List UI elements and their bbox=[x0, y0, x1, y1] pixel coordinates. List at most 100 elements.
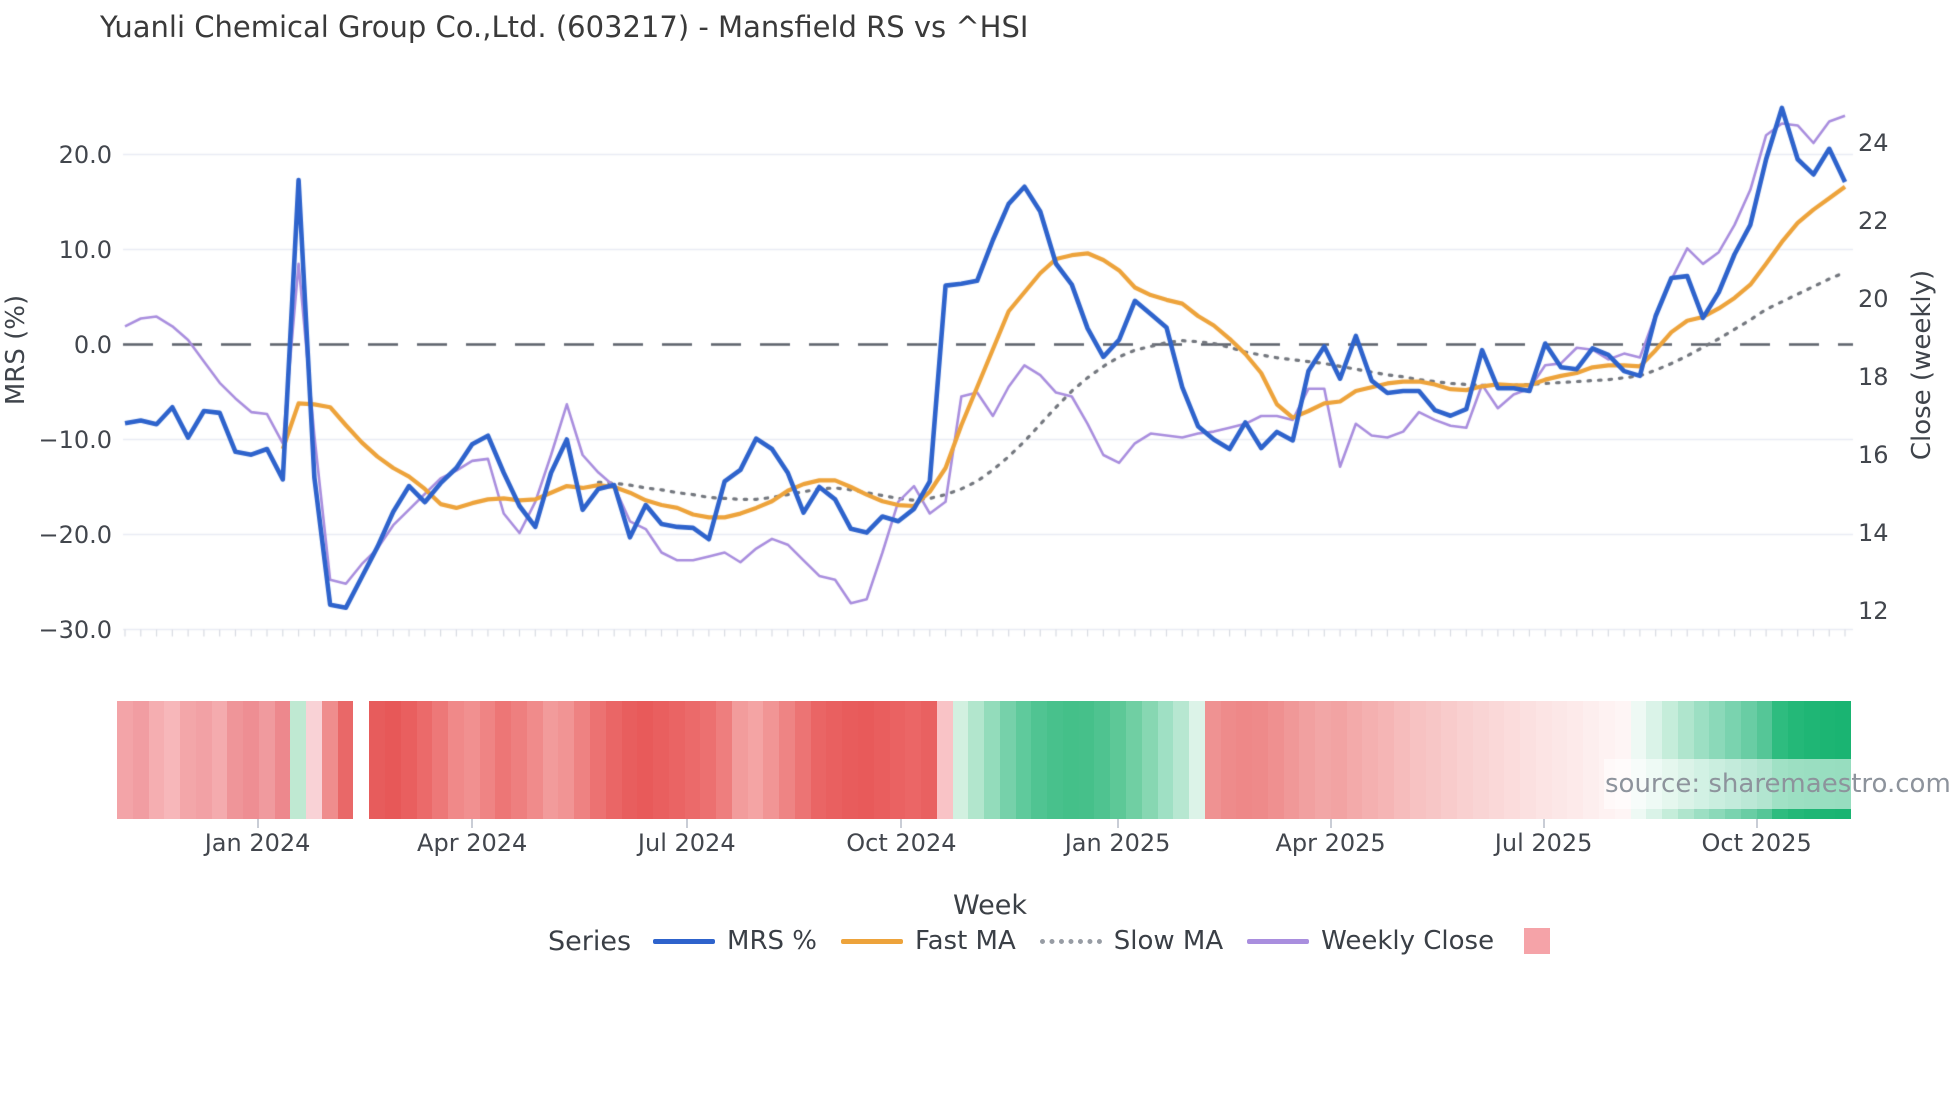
heatmap-cell bbox=[716, 701, 732, 819]
heatmap-cell bbox=[1236, 701, 1253, 819]
heatmap-cell bbox=[747, 701, 764, 819]
x-tick-label: Jan 2025 bbox=[1064, 829, 1171, 857]
legend-item-fast-ma: Fast MA bbox=[841, 926, 1016, 956]
heatmap-cell bbox=[1062, 701, 1079, 819]
x-tick-label: Apr 2025 bbox=[1275, 829, 1386, 857]
left-tick-label: −20.0 bbox=[38, 520, 112, 549]
x-tick-mark bbox=[1329, 819, 1332, 828]
heatmap-cell bbox=[448, 701, 464, 819]
left-axis-ticks: 20.0 10.0 0.0 −10.0 −20.0 −30.0 bbox=[0, 0, 112, 700]
x-tick-mark bbox=[1755, 819, 1758, 828]
heatmap-cell bbox=[794, 701, 811, 819]
legend-item-slow-ma: Slow MA bbox=[1039, 926, 1223, 956]
heatmap-cell bbox=[574, 701, 590, 819]
x-axis-ticks: Jan 2024 Apr 2024 Jul 2024 Oct 2024 Jan 2025… bbox=[0, 829, 1960, 863]
heatmap-cell bbox=[1094, 701, 1111, 819]
heatmap-cell bbox=[684, 701, 701, 819]
heatmap-legend-swatch-icon bbox=[1524, 928, 1551, 954]
x-tick-label: Apr 2024 bbox=[417, 829, 528, 857]
heatmap-cell bbox=[227, 701, 244, 819]
heatmap-cell bbox=[432, 701, 449, 819]
x-tick-label: Oct 2025 bbox=[1701, 829, 1812, 857]
heatmap-cell bbox=[164, 701, 181, 819]
x-axis-title: Week bbox=[953, 890, 1027, 921]
heatmap-cell bbox=[668, 701, 685, 819]
legend-item-weekly-close: Weekly Close bbox=[1247, 926, 1494, 956]
heatmap-cell bbox=[731, 701, 748, 819]
heatmap-cell bbox=[1520, 701, 1536, 819]
x-tick-label: Oct 2024 bbox=[846, 829, 957, 857]
heatmap-cell bbox=[400, 701, 417, 819]
heatmap-cell bbox=[117, 701, 133, 819]
heatmap-cell bbox=[1378, 701, 1395, 819]
heatmap-cell bbox=[952, 701, 969, 819]
left-tick-label: 0.0 bbox=[73, 330, 112, 359]
heatmap-cell bbox=[479, 701, 496, 819]
heatmap-cell bbox=[180, 701, 196, 819]
heatmap-cell bbox=[1204, 701, 1221, 819]
heatmap-cell bbox=[905, 701, 922, 819]
left-tick-label: 10.0 bbox=[58, 235, 112, 264]
heatmap-cell bbox=[416, 701, 433, 819]
left-tick-label: −10.0 bbox=[38, 425, 112, 454]
fast-ma-line-swatch-icon bbox=[841, 938, 904, 944]
heatmap-cell bbox=[1315, 701, 1331, 819]
right-axis-ticks: 24 22 20 18 16 14 12 bbox=[1858, 0, 1958, 700]
heatmap-cell bbox=[353, 701, 370, 819]
heatmap-cell bbox=[921, 701, 937, 819]
chart-title: Yuanli Chemical Group Co.,Ltd. (603217) … bbox=[100, 10, 1029, 44]
heatmap-cell bbox=[653, 701, 669, 819]
heatmap-cell bbox=[1126, 701, 1142, 819]
heatmap-cell bbox=[605, 701, 622, 819]
heatmap-cell bbox=[463, 701, 480, 819]
heatmap-cell bbox=[321, 701, 338, 819]
heatmap-cell bbox=[132, 701, 149, 819]
heatmap-cell bbox=[337, 701, 354, 819]
heatmap-cell bbox=[148, 701, 165, 819]
legend-item-label: Weekly Close bbox=[1321, 926, 1495, 956]
legend-item-label: MRS % bbox=[727, 926, 818, 956]
heatmap-cell bbox=[1583, 701, 1599, 819]
heatmap-cell bbox=[1457, 701, 1473, 819]
heatmap-cell bbox=[826, 701, 843, 819]
heatmap-cell bbox=[385, 701, 401, 819]
heatmap-cell bbox=[763, 701, 780, 819]
heatmap-cell bbox=[1078, 701, 1095, 819]
heatmap-cell bbox=[779, 701, 795, 819]
heatmap-cell bbox=[1267, 701, 1284, 819]
heatmap-cell bbox=[195, 701, 212, 819]
weekly-close-line-swatch-icon bbox=[1247, 938, 1310, 944]
heatmap-cell bbox=[1299, 701, 1316, 819]
heatmap-cell bbox=[984, 701, 1000, 819]
heatmap-cell bbox=[637, 701, 654, 819]
heatmap-cell bbox=[810, 701, 827, 819]
x-tick-mark bbox=[471, 819, 474, 828]
heatmap-cell bbox=[290, 701, 307, 819]
heatmap-cell bbox=[1330, 701, 1347, 819]
heatmap-cell bbox=[511, 701, 527, 819]
heatmap-cell bbox=[1394, 701, 1410, 819]
heatmap-cell bbox=[1173, 701, 1190, 819]
heatmap-cell bbox=[274, 701, 291, 819]
heatmap-cell bbox=[936, 701, 953, 819]
heatmap-cell bbox=[1252, 701, 1268, 819]
heatmap-cell bbox=[968, 701, 985, 819]
slow-ma-dotted-swatch-icon bbox=[1039, 938, 1102, 944]
heatmap-cell bbox=[1220, 701, 1237, 819]
mrs-line-swatch-icon bbox=[653, 938, 716, 944]
heatmap-cell bbox=[1015, 701, 1032, 819]
heatmap-cell bbox=[842, 701, 858, 819]
left-tick-label: −30.0 bbox=[38, 615, 112, 644]
heatmap-cell bbox=[1488, 701, 1505, 819]
x-tick-label: Jul 2024 bbox=[637, 829, 736, 857]
right-tick-label: 14 bbox=[1858, 519, 1889, 547]
heatmap-cell bbox=[1551, 701, 1568, 819]
heatmap-cell bbox=[873, 701, 890, 819]
heatmap-strip bbox=[117, 701, 1852, 819]
heatmap-cell bbox=[1535, 701, 1552, 819]
heatmap-cell bbox=[889, 701, 906, 819]
right-tick-label: 22 bbox=[1858, 207, 1889, 235]
watermark-text: source: sharemaestro.com bbox=[1605, 769, 1951, 799]
